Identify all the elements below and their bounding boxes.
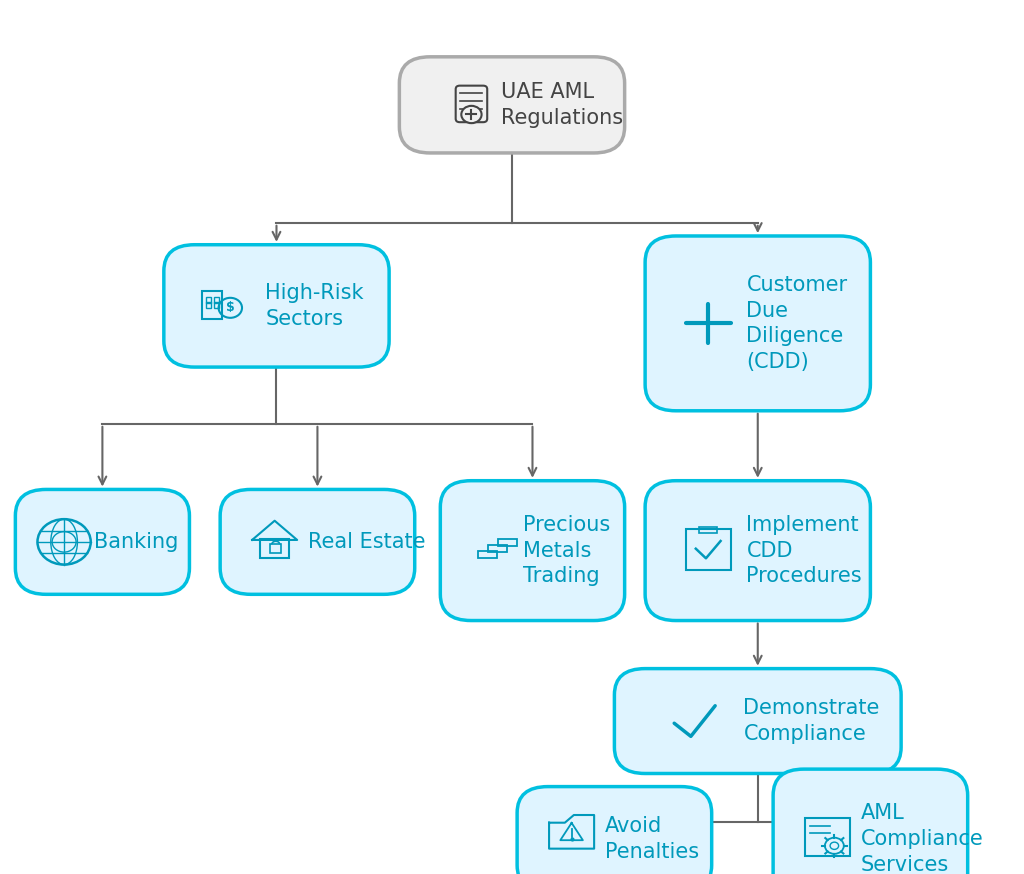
FancyBboxPatch shape (773, 769, 968, 874)
Text: UAE AML
Regulations: UAE AML Regulations (501, 82, 623, 128)
Text: Real Estate: Real Estate (307, 532, 425, 551)
Bar (805, 818, 850, 857)
Bar (478, 551, 497, 558)
FancyBboxPatch shape (15, 489, 189, 594)
Bar (699, 526, 717, 533)
Text: AML
Compliance
Services: AML Compliance Services (860, 803, 983, 874)
Text: Implement
CDD
Procedures: Implement CDD Procedures (746, 515, 862, 586)
FancyBboxPatch shape (614, 669, 901, 773)
FancyBboxPatch shape (440, 481, 625, 621)
Bar (202, 290, 222, 319)
Bar (260, 539, 290, 558)
Circle shape (461, 106, 481, 123)
Bar (214, 297, 219, 302)
Text: Precious
Metals
Trading: Precious Metals Trading (523, 515, 610, 586)
FancyBboxPatch shape (517, 787, 712, 874)
Bar (499, 538, 517, 546)
Bar (214, 302, 219, 308)
FancyBboxPatch shape (645, 481, 870, 621)
Bar (488, 545, 507, 552)
Text: High-Risk
Sectors: High-Risk Sectors (265, 283, 364, 329)
Text: Demonstrate
Compliance: Demonstrate Compliance (743, 698, 880, 744)
FancyBboxPatch shape (399, 57, 625, 153)
Text: $: $ (226, 302, 234, 315)
FancyBboxPatch shape (220, 489, 415, 594)
Bar (206, 302, 211, 308)
Bar (270, 545, 282, 553)
Text: Banking: Banking (94, 532, 178, 551)
FancyBboxPatch shape (645, 236, 870, 411)
FancyBboxPatch shape (164, 245, 389, 367)
Bar (686, 530, 731, 570)
Bar (206, 297, 211, 302)
Text: Avoid
Penalties: Avoid Penalties (604, 816, 698, 862)
Text: Customer
Due
Diligence
(CDD): Customer Due Diligence (CDD) (746, 275, 848, 371)
